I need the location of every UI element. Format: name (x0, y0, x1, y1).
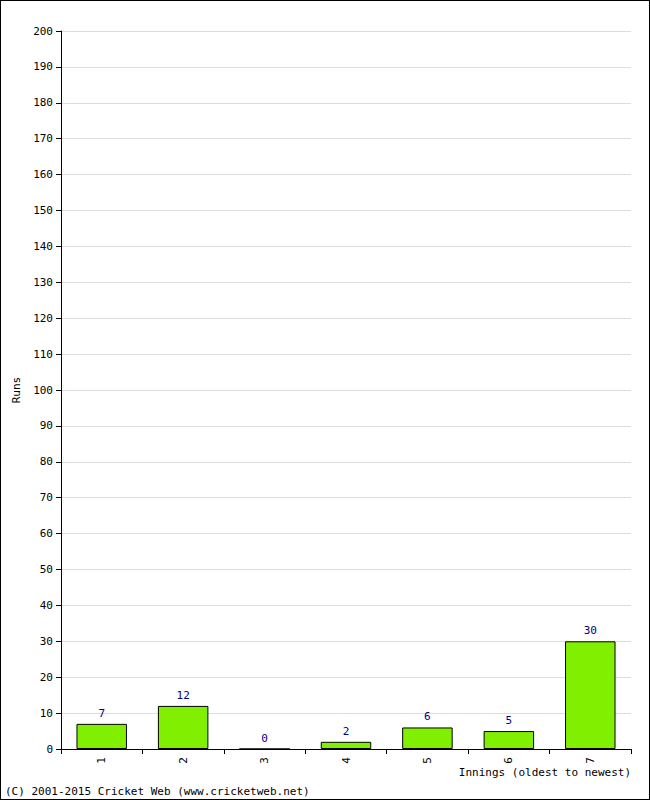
svg-text:5: 5 (506, 714, 513, 727)
svg-text:12: 12 (177, 689, 190, 702)
svg-text:Runs: Runs (10, 377, 23, 404)
svg-text:50: 50 (40, 563, 53, 576)
svg-text:7: 7 (98, 707, 105, 720)
svg-text:100: 100 (33, 384, 53, 397)
svg-text:6: 6 (502, 757, 515, 764)
svg-text:7: 7 (584, 757, 597, 764)
svg-text:(C) 2001-2015 Cricket Web (www: (C) 2001-2015 Cricket Web (www.cricketwe… (5, 785, 310, 798)
svg-text:10: 10 (40, 707, 53, 720)
svg-text:200: 200 (33, 25, 53, 38)
svg-text:3: 3 (258, 757, 271, 764)
svg-text:30: 30 (584, 624, 597, 637)
svg-text:120: 120 (33, 312, 53, 325)
svg-text:110: 110 (33, 348, 53, 361)
svg-text:190: 190 (33, 60, 53, 73)
svg-text:90: 90 (40, 419, 53, 432)
svg-text:160: 160 (33, 168, 53, 181)
svg-text:5: 5 (421, 757, 434, 764)
svg-text:60: 60 (40, 527, 53, 540)
svg-text:150: 150 (33, 204, 53, 217)
svg-text:140: 140 (33, 240, 53, 253)
svg-text:130: 130 (33, 276, 53, 289)
svg-text:30: 30 (40, 635, 53, 648)
svg-text:0: 0 (261, 732, 268, 745)
svg-text:1: 1 (95, 757, 108, 764)
svg-text:0: 0 (46, 743, 53, 756)
svg-text:6: 6 (424, 710, 431, 723)
svg-text:170: 170 (33, 132, 53, 145)
svg-text:20: 20 (40, 671, 53, 684)
svg-text:180: 180 (33, 96, 53, 109)
svg-text:Innings (oldest to newest): Innings (oldest to newest) (459, 766, 631, 779)
svg-text:2: 2 (177, 757, 190, 764)
svg-text:80: 80 (40, 455, 53, 468)
svg-text:40: 40 (40, 599, 53, 612)
svg-text:70: 70 (40, 491, 53, 504)
svg-text:4: 4 (340, 757, 353, 764)
svg-text:2: 2 (343, 725, 350, 738)
